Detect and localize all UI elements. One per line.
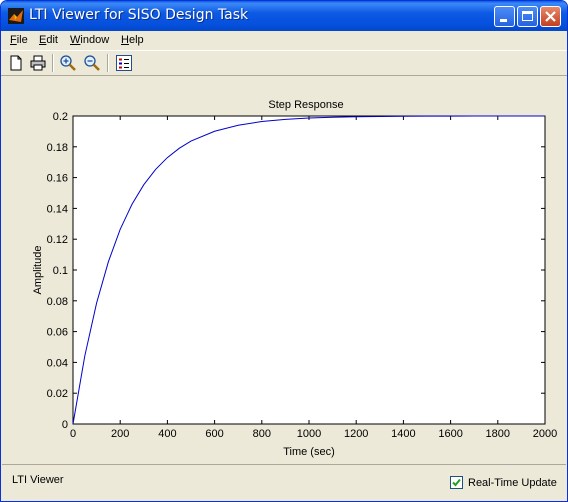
y-tick-label: 0.06 bbox=[47, 327, 68, 339]
x-tick-label: 2000 bbox=[533, 428, 557, 440]
title-bar[interactable]: LTI Viewer for SISO Design Task bbox=[1, 1, 567, 31]
menu-file[interactable]: File bbox=[10, 34, 28, 46]
y-tick-label: 0 bbox=[62, 419, 68, 431]
close-button[interactable] bbox=[540, 6, 561, 27]
zoom-out-icon[interactable] bbox=[83, 54, 101, 72]
x-tick-label: 200 bbox=[111, 428, 129, 440]
x-tick-label: 400 bbox=[158, 428, 176, 440]
y-axis-label: Amplitude bbox=[32, 246, 44, 295]
menu-help[interactable]: Help bbox=[121, 34, 144, 46]
y-tick-label: 0.18 bbox=[47, 142, 68, 154]
new-file-icon[interactable] bbox=[7, 54, 25, 72]
x-tick-label: 800 bbox=[253, 428, 271, 440]
y-tick-label: 0.04 bbox=[47, 357, 68, 369]
x-tick-label: 1400 bbox=[391, 428, 415, 440]
step-response-line bbox=[72, 115, 545, 425]
maximize-button[interactable] bbox=[517, 6, 538, 27]
status-text: LTI Viewer bbox=[12, 474, 64, 486]
x-tick-label: 600 bbox=[205, 428, 223, 440]
x-tick-label: 1800 bbox=[486, 428, 510, 440]
zoom-in-icon[interactable] bbox=[59, 54, 77, 72]
legend-icon[interactable] bbox=[115, 54, 133, 72]
toolbar-separator bbox=[107, 54, 109, 72]
window-title: LTI Viewer for SISO Design Task bbox=[29, 7, 249, 23]
y-tick-label: 0.14 bbox=[47, 203, 68, 215]
toolbar-separator bbox=[52, 54, 54, 72]
matlab-logo-icon bbox=[8, 8, 24, 24]
x-axis-label: Time (sec) bbox=[283, 446, 335, 458]
x-tick-label: 1200 bbox=[344, 428, 368, 440]
y-tick-label: 0.12 bbox=[47, 234, 68, 246]
plot-panel: Step Response 0 200 400 600 800 1000 1200 1400 1… bbox=[2, 77, 566, 458]
x-tick-label: 1600 bbox=[438, 428, 462, 440]
checkmark-icon bbox=[452, 478, 461, 487]
axes-box bbox=[72, 115, 546, 425]
minimize-button[interactable] bbox=[494, 6, 515, 27]
realtime-update-checkbox[interactable] bbox=[450, 476, 463, 489]
chart-title: Step Response bbox=[268, 99, 343, 111]
menu-bar: File Edit Window Help bbox=[1, 31, 567, 50]
status-bar: LTI Viewer Real-Time Update bbox=[2, 464, 566, 501]
step-response-chart[interactable]: Step Response 0 200 400 600 800 1000 1200 1400 1… bbox=[2, 77, 566, 458]
minimize-icon bbox=[500, 19, 507, 22]
maximize-icon bbox=[522, 11, 533, 21]
x-tick-label: 0 bbox=[70, 428, 76, 440]
realtime-update-label[interactable]: Real-Time Update bbox=[468, 477, 557, 489]
y-tick-label: 0.2 bbox=[53, 111, 68, 123]
x-tick-label: 1000 bbox=[297, 428, 321, 440]
y-tick-label: 0.16 bbox=[47, 173, 68, 185]
y-tick-label: 0.02 bbox=[47, 388, 68, 400]
close-icon bbox=[545, 11, 556, 22]
toolbar bbox=[1, 50, 567, 76]
print-icon[interactable] bbox=[29, 54, 47, 72]
y-tick-label: 0.08 bbox=[47, 296, 68, 308]
menu-edit[interactable]: Edit bbox=[39, 34, 58, 46]
y-tick-label: 0.1 bbox=[53, 265, 68, 277]
menu-window[interactable]: Window bbox=[70, 34, 110, 46]
